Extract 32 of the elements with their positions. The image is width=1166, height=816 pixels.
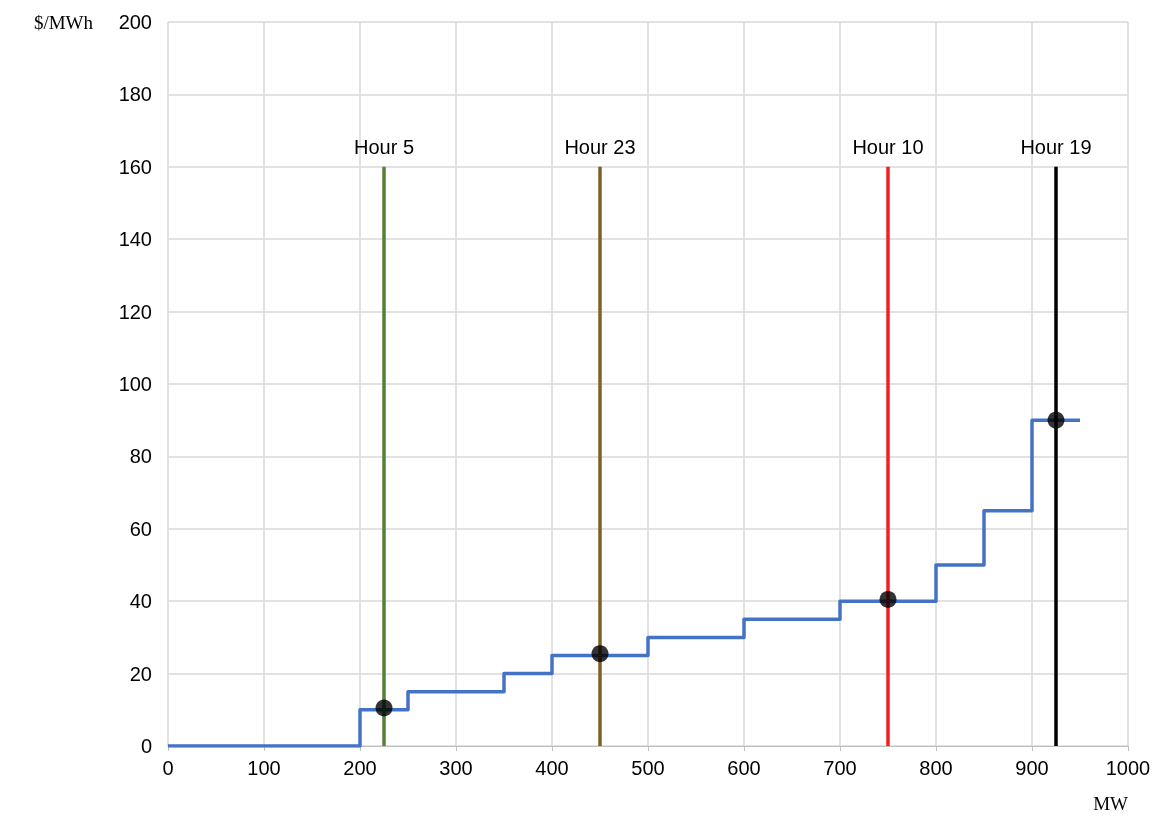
x-tick-label: 700 <box>823 757 857 779</box>
series-label: Hour 5 <box>353 135 415 158</box>
x-tick-label: 1000 <box>1105 757 1151 779</box>
y-tick-label: 80 <box>129 445 152 468</box>
y-axis-title: $/MWh <box>33 11 94 33</box>
y-tick-label: 120 <box>118 300 152 323</box>
y-tick-label: 140 <box>118 228 152 251</box>
y-tick-label: 180 <box>118 83 152 106</box>
x-tick-label: 400 <box>535 757 569 779</box>
x-tick-label: 0 <box>162 757 174 779</box>
y-tick-label: 0 <box>140 735 152 757</box>
y-tick-label: 200 <box>118 11 152 33</box>
series-label: Hour 19 <box>1020 135 1092 158</box>
x-axis-title: MW <box>1093 793 1129 814</box>
x-tick-label: 500 <box>631 757 665 779</box>
series-label: Hour 10 <box>852 135 924 158</box>
point <box>591 645 609 663</box>
y-tick-label: 160 <box>118 155 152 178</box>
x-tick-label: 300 <box>439 757 473 779</box>
x-tick-label: 200 <box>343 757 377 779</box>
x-tick-label: 600 <box>727 757 761 779</box>
y-tick-label: 20 <box>129 662 152 685</box>
x-tick-label: 800 <box>919 757 953 779</box>
y-tick-label: 40 <box>129 590 152 613</box>
point <box>1047 411 1065 429</box>
y-tick-label: 60 <box>129 517 152 540</box>
point <box>375 699 393 717</box>
series-label: Hour 23 <box>564 135 636 158</box>
point <box>879 590 897 608</box>
y-tick-label: 100 <box>118 373 152 395</box>
x-tick-label: 100 <box>247 757 281 779</box>
x-tick-label: 900 <box>1015 757 1049 779</box>
